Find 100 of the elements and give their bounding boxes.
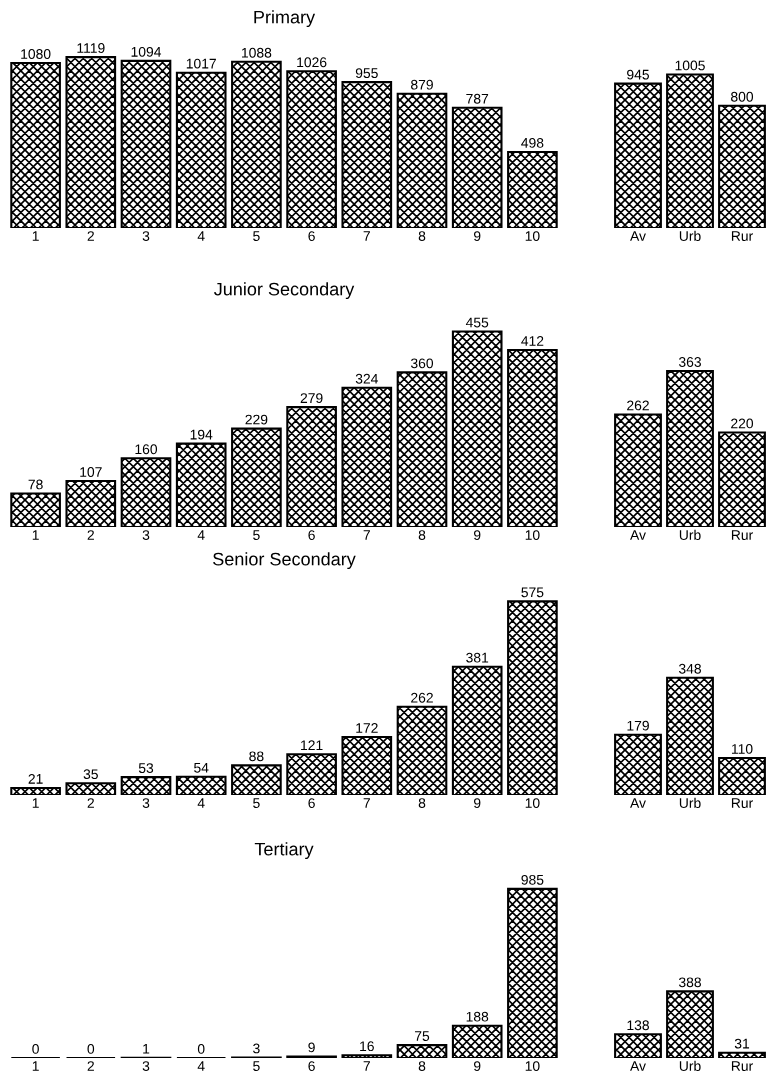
- data-label: 31: [734, 1038, 750, 1049]
- x-tick-label: Rur: [731, 231, 753, 241]
- data-label: 262: [627, 400, 649, 411]
- x-tick-label: 7: [363, 1061, 370, 1071]
- x-tick-label: 9: [473, 231, 481, 241]
- x-tick-label: Urb: [679, 797, 701, 808]
- data-label: 194: [190, 429, 213, 440]
- x-tick-label: 1: [32, 231, 39, 241]
- x-tick-label: Av: [630, 1061, 646, 1071]
- x-tick-label: 10: [525, 1061, 540, 1071]
- x-tick-label: 6: [308, 798, 315, 808]
- x-tick-label: 5: [253, 798, 260, 808]
- chart-title: Senior Secondary: [213, 552, 356, 570]
- x-tick-label: 8: [418, 798, 426, 808]
- x-tick-label: Av: [630, 231, 646, 241]
- x-tick-label: 1: [32, 1061, 39, 1071]
- x-tick-label: 2: [87, 231, 94, 241]
- data-label: 879: [411, 79, 433, 90]
- chart-title: Tertiary: [254, 842, 314, 860]
- data-label: 985: [521, 874, 544, 885]
- data-label: 9: [308, 1042, 315, 1053]
- x-tick-label: 7: [363, 231, 370, 241]
- x-tick-label: 5: [253, 1061, 260, 1071]
- data-label: 54: [194, 762, 209, 773]
- x-tick-label: Urb: [679, 1060, 701, 1071]
- chart-title: Primary: [254, 10, 316, 28]
- x-tick-label: Rur: [731, 798, 753, 808]
- data-label: 1005: [675, 60, 705, 71]
- data-label: 498: [521, 137, 544, 148]
- data-label: 160: [135, 444, 158, 455]
- data-label: 455: [465, 317, 489, 328]
- x-tick-label: 4: [197, 798, 205, 808]
- x-tick-label: Urb: [679, 529, 701, 540]
- x-tick-label: 2: [87, 798, 94, 808]
- data-label: 21: [28, 773, 43, 784]
- data-label: 78: [28, 479, 43, 490]
- data-label: 172: [356, 723, 378, 733]
- x-tick-label: 7: [363, 798, 370, 808]
- data-label: 381: [466, 652, 489, 663]
- data-label: 955: [355, 68, 378, 79]
- x-tick-label: 9: [473, 530, 481, 540]
- data-label: 179: [627, 720, 649, 731]
- data-label: 121: [301, 740, 323, 750]
- x-tick-label: 2: [87, 1061, 94, 1071]
- x-tick-label: 9: [473, 798, 481, 808]
- data-label: 0: [87, 1044, 95, 1054]
- x-tick-label: 10: [525, 798, 540, 808]
- data-label: 0: [32, 1044, 39, 1054]
- data-label: 348: [678, 663, 701, 674]
- data-label: 388: [678, 977, 701, 988]
- x-tick-label: 3: [142, 231, 150, 241]
- data-label: 220: [731, 418, 754, 429]
- data-label: 1088: [242, 47, 272, 58]
- data-label: 1094: [131, 46, 162, 57]
- data-label: 1026: [297, 57, 327, 68]
- x-tick-label: 4: [197, 530, 205, 540]
- data-label: 1: [143, 1044, 150, 1054]
- data-label: 412: [521, 336, 544, 346]
- x-tick-label: 8: [418, 1061, 426, 1071]
- x-tick-label: 10: [525, 530, 540, 540]
- data-label: 363: [678, 357, 701, 367]
- data-label: 53: [138, 763, 154, 774]
- data-label: 110: [731, 743, 753, 754]
- data-label: 3: [253, 1043, 260, 1054]
- data-label: 35: [83, 769, 98, 780]
- data-label: 88: [249, 751, 264, 762]
- x-tick-label: Rur: [731, 530, 753, 540]
- x-tick-label: 10: [525, 231, 540, 241]
- data-label: 75: [414, 1031, 430, 1041]
- data-label: 575: [521, 587, 544, 598]
- x-tick-label: 2: [87, 530, 94, 540]
- data-label: 16: [360, 1041, 374, 1052]
- x-tick-label: 7: [363, 530, 370, 540]
- x-tick-label: 5: [253, 530, 260, 540]
- x-tick-label: 9: [473, 1061, 481, 1071]
- x-tick-label: 4: [197, 1061, 205, 1071]
- x-tick-label: Av: [630, 798, 646, 808]
- x-tick-label: 4: [197, 231, 205, 241]
- data-label: 1080: [21, 49, 51, 59]
- chart-title: Junior Secondary: [214, 282, 355, 300]
- x-tick-label: Urb: [679, 230, 701, 241]
- x-tick-label: 8: [418, 530, 426, 540]
- x-tick-label: 1: [32, 530, 39, 540]
- data-label: 229: [245, 414, 268, 425]
- data-label: 324: [355, 373, 378, 384]
- data-label: 945: [627, 69, 650, 80]
- data-label: 279: [300, 393, 323, 404]
- x-tick-label: Rur: [731, 1061, 753, 1071]
- data-label: 0: [197, 1044, 205, 1054]
- x-tick-label: 6: [308, 1061, 315, 1071]
- x-tick-label: 1: [32, 798, 39, 808]
- data-label: 800: [731, 91, 754, 102]
- x-tick-label: Av: [630, 530, 646, 540]
- data-label: 1119: [77, 43, 105, 53]
- data-label: 188: [466, 1011, 489, 1022]
- x-tick-label: 6: [308, 231, 315, 241]
- data-label: 787: [466, 93, 489, 104]
- x-tick-label: 8: [418, 231, 426, 241]
- data-label: 1017: [186, 58, 216, 69]
- x-tick-label: 3: [142, 1061, 150, 1071]
